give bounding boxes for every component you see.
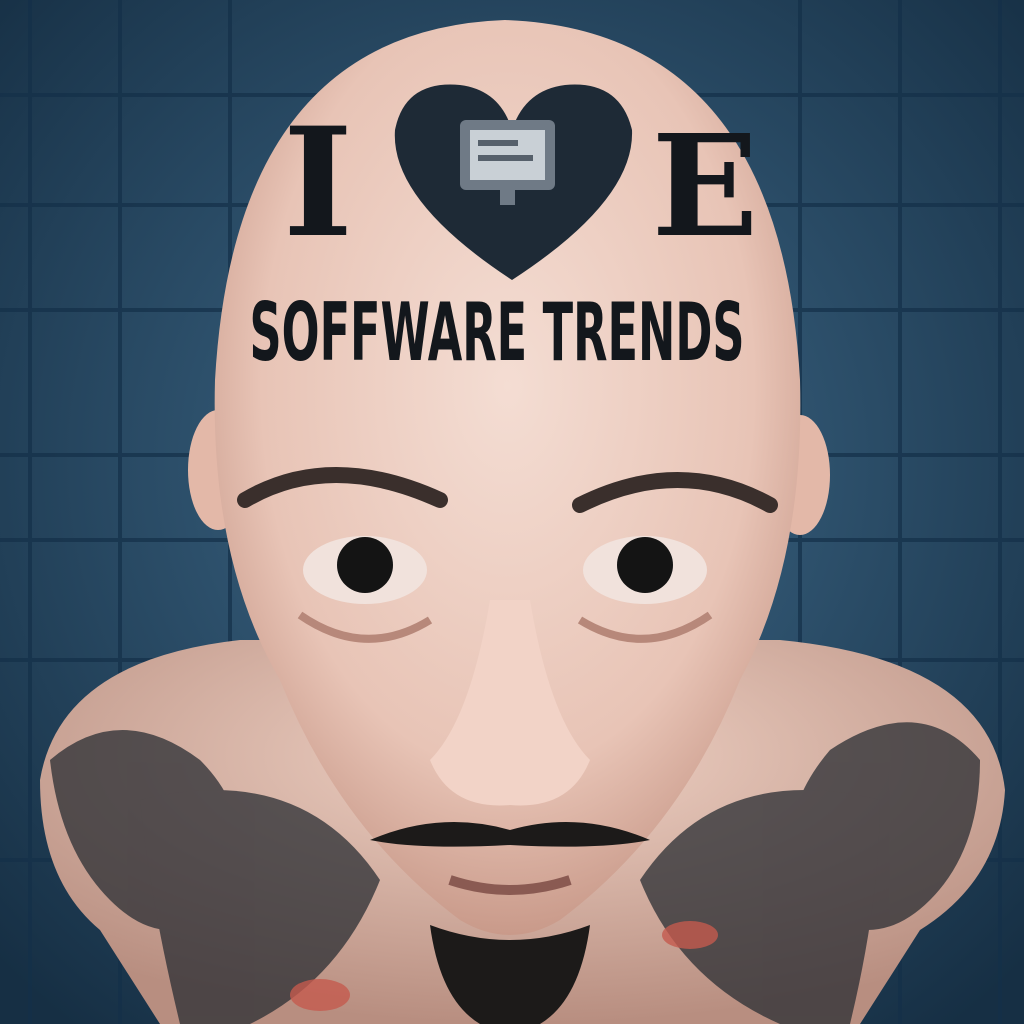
tattoo-letter: E: [652, 105, 759, 269]
tattoo-letter: I: [283, 95, 353, 271]
left-eyebrow: [237, 467, 448, 508]
right-eyebrow: [572, 472, 778, 513]
eyes: [297, 536, 713, 643]
tattoos: [50, 722, 980, 1024]
mustache: [370, 822, 650, 847]
tattoo-accents: [290, 921, 718, 1011]
monitor-icon: [460, 120, 555, 205]
tattoo-text: SOFFWARE TRENDS: [250, 286, 745, 379]
head: [214, 20, 801, 935]
beard: [430, 925, 590, 1024]
mouth: [448, 875, 572, 895]
nose: [430, 600, 590, 806]
